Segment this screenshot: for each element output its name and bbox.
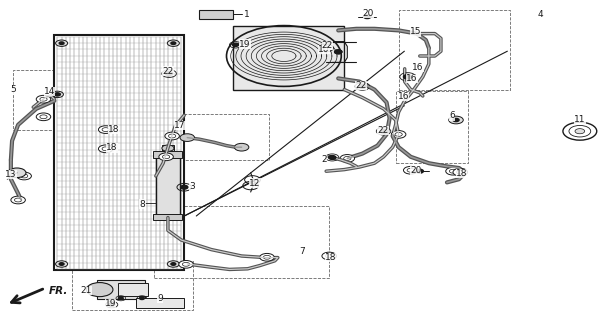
Text: 17: 17 <box>174 121 186 130</box>
Text: 16: 16 <box>397 92 410 101</box>
Text: 12: 12 <box>249 179 260 188</box>
Bar <box>233 26 344 90</box>
Circle shape <box>180 134 194 141</box>
Circle shape <box>335 50 342 54</box>
Circle shape <box>391 131 406 138</box>
Circle shape <box>359 84 366 88</box>
Text: 22: 22 <box>322 41 333 50</box>
Circle shape <box>36 113 51 121</box>
Circle shape <box>59 263 64 265</box>
Text: 5: 5 <box>10 85 16 94</box>
Text: 18: 18 <box>108 125 120 134</box>
Circle shape <box>165 72 173 76</box>
Circle shape <box>59 42 64 44</box>
Circle shape <box>36 95 51 103</box>
Text: 22: 22 <box>162 67 173 76</box>
Bar <box>153 151 182 158</box>
Circle shape <box>109 303 115 306</box>
Text: 18: 18 <box>106 143 118 152</box>
Circle shape <box>323 46 330 50</box>
Circle shape <box>322 252 336 260</box>
Circle shape <box>56 261 68 267</box>
Text: 6: 6 <box>449 111 455 120</box>
Text: 13: 13 <box>5 170 17 179</box>
Circle shape <box>380 129 387 133</box>
Circle shape <box>181 185 188 189</box>
Text: 11: 11 <box>574 115 586 124</box>
Text: 18: 18 <box>325 253 337 262</box>
Text: 7: 7 <box>299 247 305 256</box>
Text: 20: 20 <box>363 9 374 18</box>
Circle shape <box>159 153 173 161</box>
Text: 19: 19 <box>239 40 251 49</box>
Circle shape <box>260 253 274 261</box>
Bar <box>54 35 184 270</box>
Circle shape <box>335 50 342 54</box>
Bar <box>399 10 510 90</box>
Circle shape <box>340 155 355 162</box>
Circle shape <box>179 260 193 268</box>
Text: 22: 22 <box>356 81 367 90</box>
Bar <box>97 280 145 299</box>
Text: 18: 18 <box>456 169 468 178</box>
Circle shape <box>167 261 179 267</box>
Circle shape <box>329 156 336 159</box>
Circle shape <box>86 283 113 297</box>
Text: 8: 8 <box>140 200 146 209</box>
Bar <box>162 145 174 151</box>
Text: 9: 9 <box>157 294 163 303</box>
Circle shape <box>453 168 467 176</box>
Bar <box>172 114 269 160</box>
Text: 1: 1 <box>243 10 249 19</box>
Circle shape <box>8 168 26 178</box>
Circle shape <box>403 75 412 79</box>
Bar <box>154 206 329 278</box>
Bar <box>156 155 180 218</box>
Bar <box>118 283 148 296</box>
Circle shape <box>446 167 460 175</box>
Circle shape <box>364 15 371 19</box>
Circle shape <box>165 132 179 140</box>
Circle shape <box>56 40 68 46</box>
Circle shape <box>140 297 144 300</box>
Circle shape <box>403 166 418 174</box>
Circle shape <box>98 126 113 133</box>
Circle shape <box>233 43 239 46</box>
Text: 14: 14 <box>44 87 55 96</box>
Text: 4: 4 <box>538 10 544 19</box>
Bar <box>396 91 468 163</box>
Bar <box>153 214 182 220</box>
Text: 20: 20 <box>410 166 421 175</box>
Circle shape <box>167 40 179 46</box>
Text: 3: 3 <box>189 182 195 191</box>
Circle shape <box>416 169 423 173</box>
Circle shape <box>171 263 176 265</box>
Circle shape <box>162 145 174 151</box>
Circle shape <box>234 143 249 151</box>
Text: 21: 21 <box>81 286 92 295</box>
Circle shape <box>171 42 176 44</box>
Circle shape <box>11 196 25 204</box>
Circle shape <box>453 118 459 122</box>
Text: FR.: FR. <box>48 285 68 296</box>
Text: 22: 22 <box>378 126 388 135</box>
Circle shape <box>118 297 123 300</box>
Text: 10: 10 <box>318 45 330 54</box>
Circle shape <box>575 129 585 134</box>
Bar <box>13 70 101 130</box>
Text: 19: 19 <box>104 300 117 308</box>
Text: 2: 2 <box>321 156 327 164</box>
Circle shape <box>449 116 463 124</box>
Bar <box>199 10 233 19</box>
Text: 16: 16 <box>412 63 424 72</box>
Text: 15: 15 <box>410 28 422 36</box>
Circle shape <box>98 145 113 153</box>
Text: 16: 16 <box>406 74 418 83</box>
Circle shape <box>54 93 60 96</box>
Bar <box>136 298 184 308</box>
Bar <box>72 261 193 310</box>
Circle shape <box>17 172 31 180</box>
